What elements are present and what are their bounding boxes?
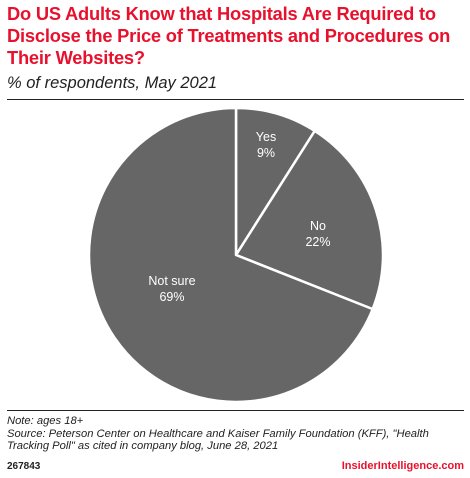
chart-subtitle: % of respondents, May 2021 — [7, 74, 218, 92]
note-text: Note: ages 18+ — [7, 415, 84, 427]
pie-slice-no — [234, 129, 385, 311]
pie-slice-yes — [234, 106, 317, 257]
pie-chart: Yes 9% No 22% Not sure 69% — [87, 106, 385, 404]
top-divider — [7, 99, 464, 100]
chart-id: 267843 — [7, 461, 41, 472]
source-text: Source: Peterson Center on Healthcare an… — [7, 427, 429, 453]
chart-title: Do US Adults Know that Hospitals Are Req… — [7, 3, 451, 68]
pie-labels: Yes 9% No 22% Not sure 69% — [148, 130, 330, 304]
chart-notes: Note: ages 18+ Source: Peterson Center o… — [7, 415, 467, 453]
brand-link[interactable]: InsiderIntelligence.com — [341, 460, 464, 472]
pie-slice-not-sure — [87, 106, 374, 404]
pie-slices — [87, 106, 385, 404]
slice-label-not-sure: Not sure 69% — [148, 274, 195, 304]
slice-label-no: No 22% — [305, 219, 330, 249]
slice-label-yes: Yes 9% — [256, 130, 276, 160]
bottom-divider — [7, 410, 464, 411]
